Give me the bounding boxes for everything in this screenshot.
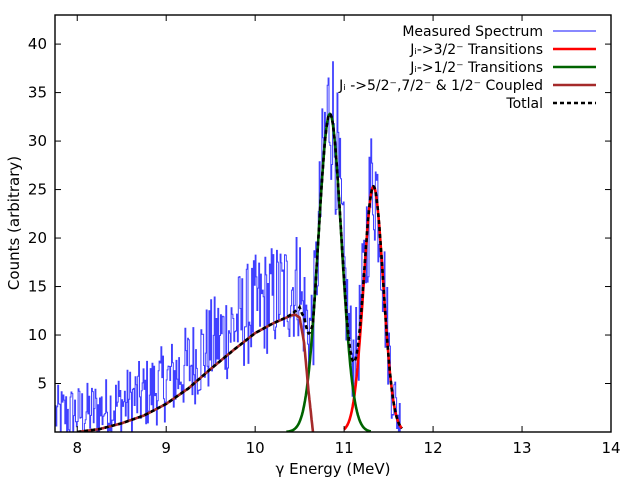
legend-entry: Totlal (505, 96, 596, 112)
x-axis: 8 9 10 11 12 13 14 (72, 15, 621, 457)
legend-entry: Measured Spectrum (402, 24, 596, 40)
legend-entry: Jᵢ->1/2⁻ Transitions (409, 60, 596, 76)
x-tick-label: 12 (424, 439, 443, 457)
x-tick-label: 13 (512, 439, 531, 457)
x-tick-label: 11 (335, 439, 354, 457)
measured-spectrum-line (55, 61, 403, 432)
x-tick-label: 9 (161, 439, 171, 457)
y-tick-label: 20 (28, 229, 47, 247)
x-tick-label: 14 (601, 439, 620, 457)
legend-label: Jᵢ->1/2⁻ Transitions (409, 60, 543, 76)
legend: Measured Spectrum Jᵢ->3/2⁻ Transitions Jᵢ-… (338, 24, 596, 112)
legend-entry: Jᵢ ->5/2⁻,7/2⁻ & 1/2⁻ Coupled (338, 78, 596, 94)
legend-entry: Jᵢ->3/2⁻ Transitions (409, 42, 596, 58)
one-half-transitions-curve (286, 112, 372, 432)
x-tick-label: 10 (246, 439, 265, 457)
y-tick-label: 30 (28, 132, 47, 150)
coupled-transitions-curve (76, 313, 315, 432)
legend-label: Totlal (505, 96, 543, 112)
x-axis-title: γ Energy (MeV) (275, 460, 390, 478)
y-tick-label: 10 (28, 326, 47, 344)
y-tick-label: 25 (28, 181, 47, 199)
measured-spectrum-series (55, 61, 403, 432)
legend-label: Measured Spectrum (402, 24, 543, 40)
y-tick-label: 35 (28, 84, 47, 102)
y-tick-label: 40 (28, 35, 47, 53)
x-tick-label: 8 (72, 439, 82, 457)
y-tick-label: 5 (37, 375, 47, 393)
y-tick-label: 15 (28, 278, 47, 296)
legend-label: Jᵢ ->5/2⁻,7/2⁻ & 1/2⁻ Coupled (338, 78, 543, 94)
legend-label: Jᵢ->3/2⁻ Transitions (409, 42, 543, 58)
y-axis-title: Counts (arbitrary) (5, 156, 23, 290)
fit-curves (76, 112, 403, 432)
plot-frame (54, 14, 612, 433)
y-axis: 5 10 15 20 25 30 35 40 (28, 35, 611, 393)
